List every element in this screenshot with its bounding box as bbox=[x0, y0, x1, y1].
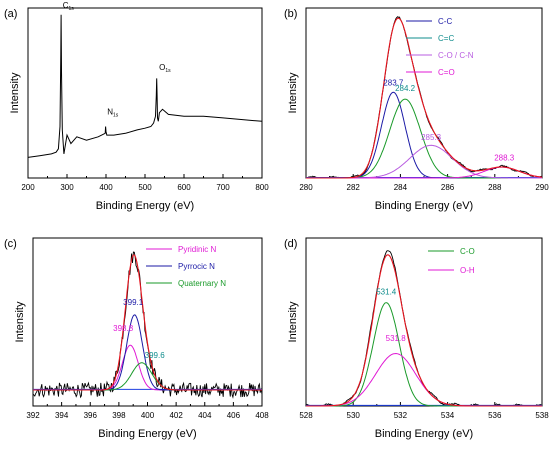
x-tick-label: 700 bbox=[216, 183, 230, 192]
panel-label: (a) bbox=[4, 8, 17, 20]
y-axis-label: Intensity bbox=[287, 72, 299, 113]
peak-position-label: 531.4 bbox=[376, 288, 397, 297]
x-tick-label: 402 bbox=[169, 411, 183, 420]
x-axis-label: Binding Energy (eV) bbox=[96, 200, 194, 212]
legend-label: Quaternary N bbox=[178, 279, 226, 288]
x-tick-label: 528 bbox=[299, 411, 313, 420]
x-tick-label: 398 bbox=[112, 411, 126, 420]
x-tick-label: 400 bbox=[141, 411, 155, 420]
x-tick-label: 530 bbox=[347, 411, 361, 420]
x-tick-label: 284 bbox=[394, 183, 408, 192]
x-tick-label: 392 bbox=[26, 411, 40, 420]
x-tick-label: 288 bbox=[488, 183, 502, 192]
annotation-element: O bbox=[159, 63, 165, 72]
y-axis-label: Intensity bbox=[287, 301, 299, 342]
fit-envelope-line bbox=[306, 254, 542, 407]
y-axis-label: Intensity bbox=[9, 72, 21, 113]
x-tick-label: 538 bbox=[535, 411, 549, 420]
legend-label: C-O bbox=[460, 247, 475, 256]
peak-position-label: 399.1 bbox=[123, 298, 144, 307]
legend-label: O-H bbox=[460, 266, 475, 275]
x-axis-label: Binding Energy (eV) bbox=[98, 428, 196, 440]
x-tick-label: 536 bbox=[488, 411, 502, 420]
raw-spectrum-line bbox=[305, 250, 543, 407]
x-tick-label: 408 bbox=[255, 411, 269, 420]
annotation-element: C bbox=[63, 1, 69, 10]
x-tick-label: 532 bbox=[394, 411, 408, 420]
legend-label: C=C bbox=[438, 34, 454, 43]
x-tick-label: 286 bbox=[441, 183, 455, 192]
peak-position-label: 398.8 bbox=[113, 324, 134, 333]
peak-position-label: 283.7 bbox=[383, 78, 404, 87]
x-tick-label: 300 bbox=[60, 183, 74, 192]
plot-frame bbox=[305, 237, 543, 407]
panel-b: 280 282 284 286 288 290 Binding Energy (eV) Int… bbox=[284, 7, 549, 212]
x-tick-label: 394 bbox=[55, 411, 69, 420]
x-tick-label: 534 bbox=[441, 411, 455, 420]
y-axis-label: Intensity bbox=[14, 301, 26, 342]
x-tick-label: 500 bbox=[138, 183, 152, 192]
fit-envelope-line bbox=[33, 254, 262, 391]
x-tick-label: 396 bbox=[84, 411, 98, 420]
panel-label: (d) bbox=[284, 238, 297, 250]
component-peak-1 bbox=[306, 352, 542, 407]
x-axis-label: Binding Energy (eV) bbox=[375, 200, 473, 212]
annotation-subscript: 1s bbox=[113, 112, 119, 118]
plot-frame bbox=[32, 237, 263, 407]
panel-a: 200 300 400 500 600 700 800 Binding Energy (eV)… bbox=[4, 1, 269, 212]
annotation-element: N bbox=[107, 107, 113, 116]
legend-label: C=O bbox=[438, 68, 455, 77]
panel-label: (b) bbox=[284, 8, 297, 20]
legend-label: Pyrrocic N bbox=[178, 262, 215, 271]
legend-label: Pyridinic N bbox=[178, 245, 216, 254]
peak-position-label: 285.3 bbox=[421, 133, 442, 142]
annotation-subscript: 1s bbox=[165, 68, 171, 74]
panel-label: (c) bbox=[4, 238, 17, 250]
x-tick-label: 406 bbox=[227, 411, 241, 420]
peak-position-label: 284.2 bbox=[395, 84, 416, 93]
legend-label: C-C bbox=[438, 17, 452, 26]
raw-spectrum-line bbox=[32, 251, 263, 399]
panel-c: 392 394 396 398 400 402 404 406 408 Binding Energ… bbox=[4, 237, 269, 440]
x-tick-label: 800 bbox=[255, 183, 269, 192]
x-axis-label: Binding Energy (eV) bbox=[375, 428, 473, 440]
x-tick-label: 404 bbox=[198, 411, 212, 420]
peak-annotation: O1s bbox=[159, 63, 171, 74]
component-peak-0 bbox=[306, 302, 542, 407]
x-tick-label: 200 bbox=[21, 183, 35, 192]
x-tick-label: 282 bbox=[347, 183, 361, 192]
plot-frame bbox=[27, 7, 263, 179]
x-tick-label: 600 bbox=[177, 183, 191, 192]
legend-label: C-O / C-N bbox=[438, 51, 474, 60]
survey-spectrum-line bbox=[27, 14, 263, 158]
peak-position-label: 288.3 bbox=[494, 153, 515, 162]
x-tick-label: 290 bbox=[535, 183, 549, 192]
x-tick-label: 400 bbox=[99, 183, 113, 192]
x-tick-label: 280 bbox=[299, 183, 313, 192]
peak-annotation: C1s bbox=[63, 1, 75, 12]
fit-envelope-line bbox=[306, 17, 543, 179]
annotation-subscript: 1s bbox=[69, 6, 75, 12]
peak-position-label: 399.6 bbox=[145, 351, 166, 360]
panel-d: 528 530 532 534 536 538 Binding Energy (eV) Int… bbox=[284, 237, 549, 440]
peak-annotation: N1s bbox=[107, 107, 119, 118]
peak-position-label: 531.8 bbox=[386, 334, 407, 343]
